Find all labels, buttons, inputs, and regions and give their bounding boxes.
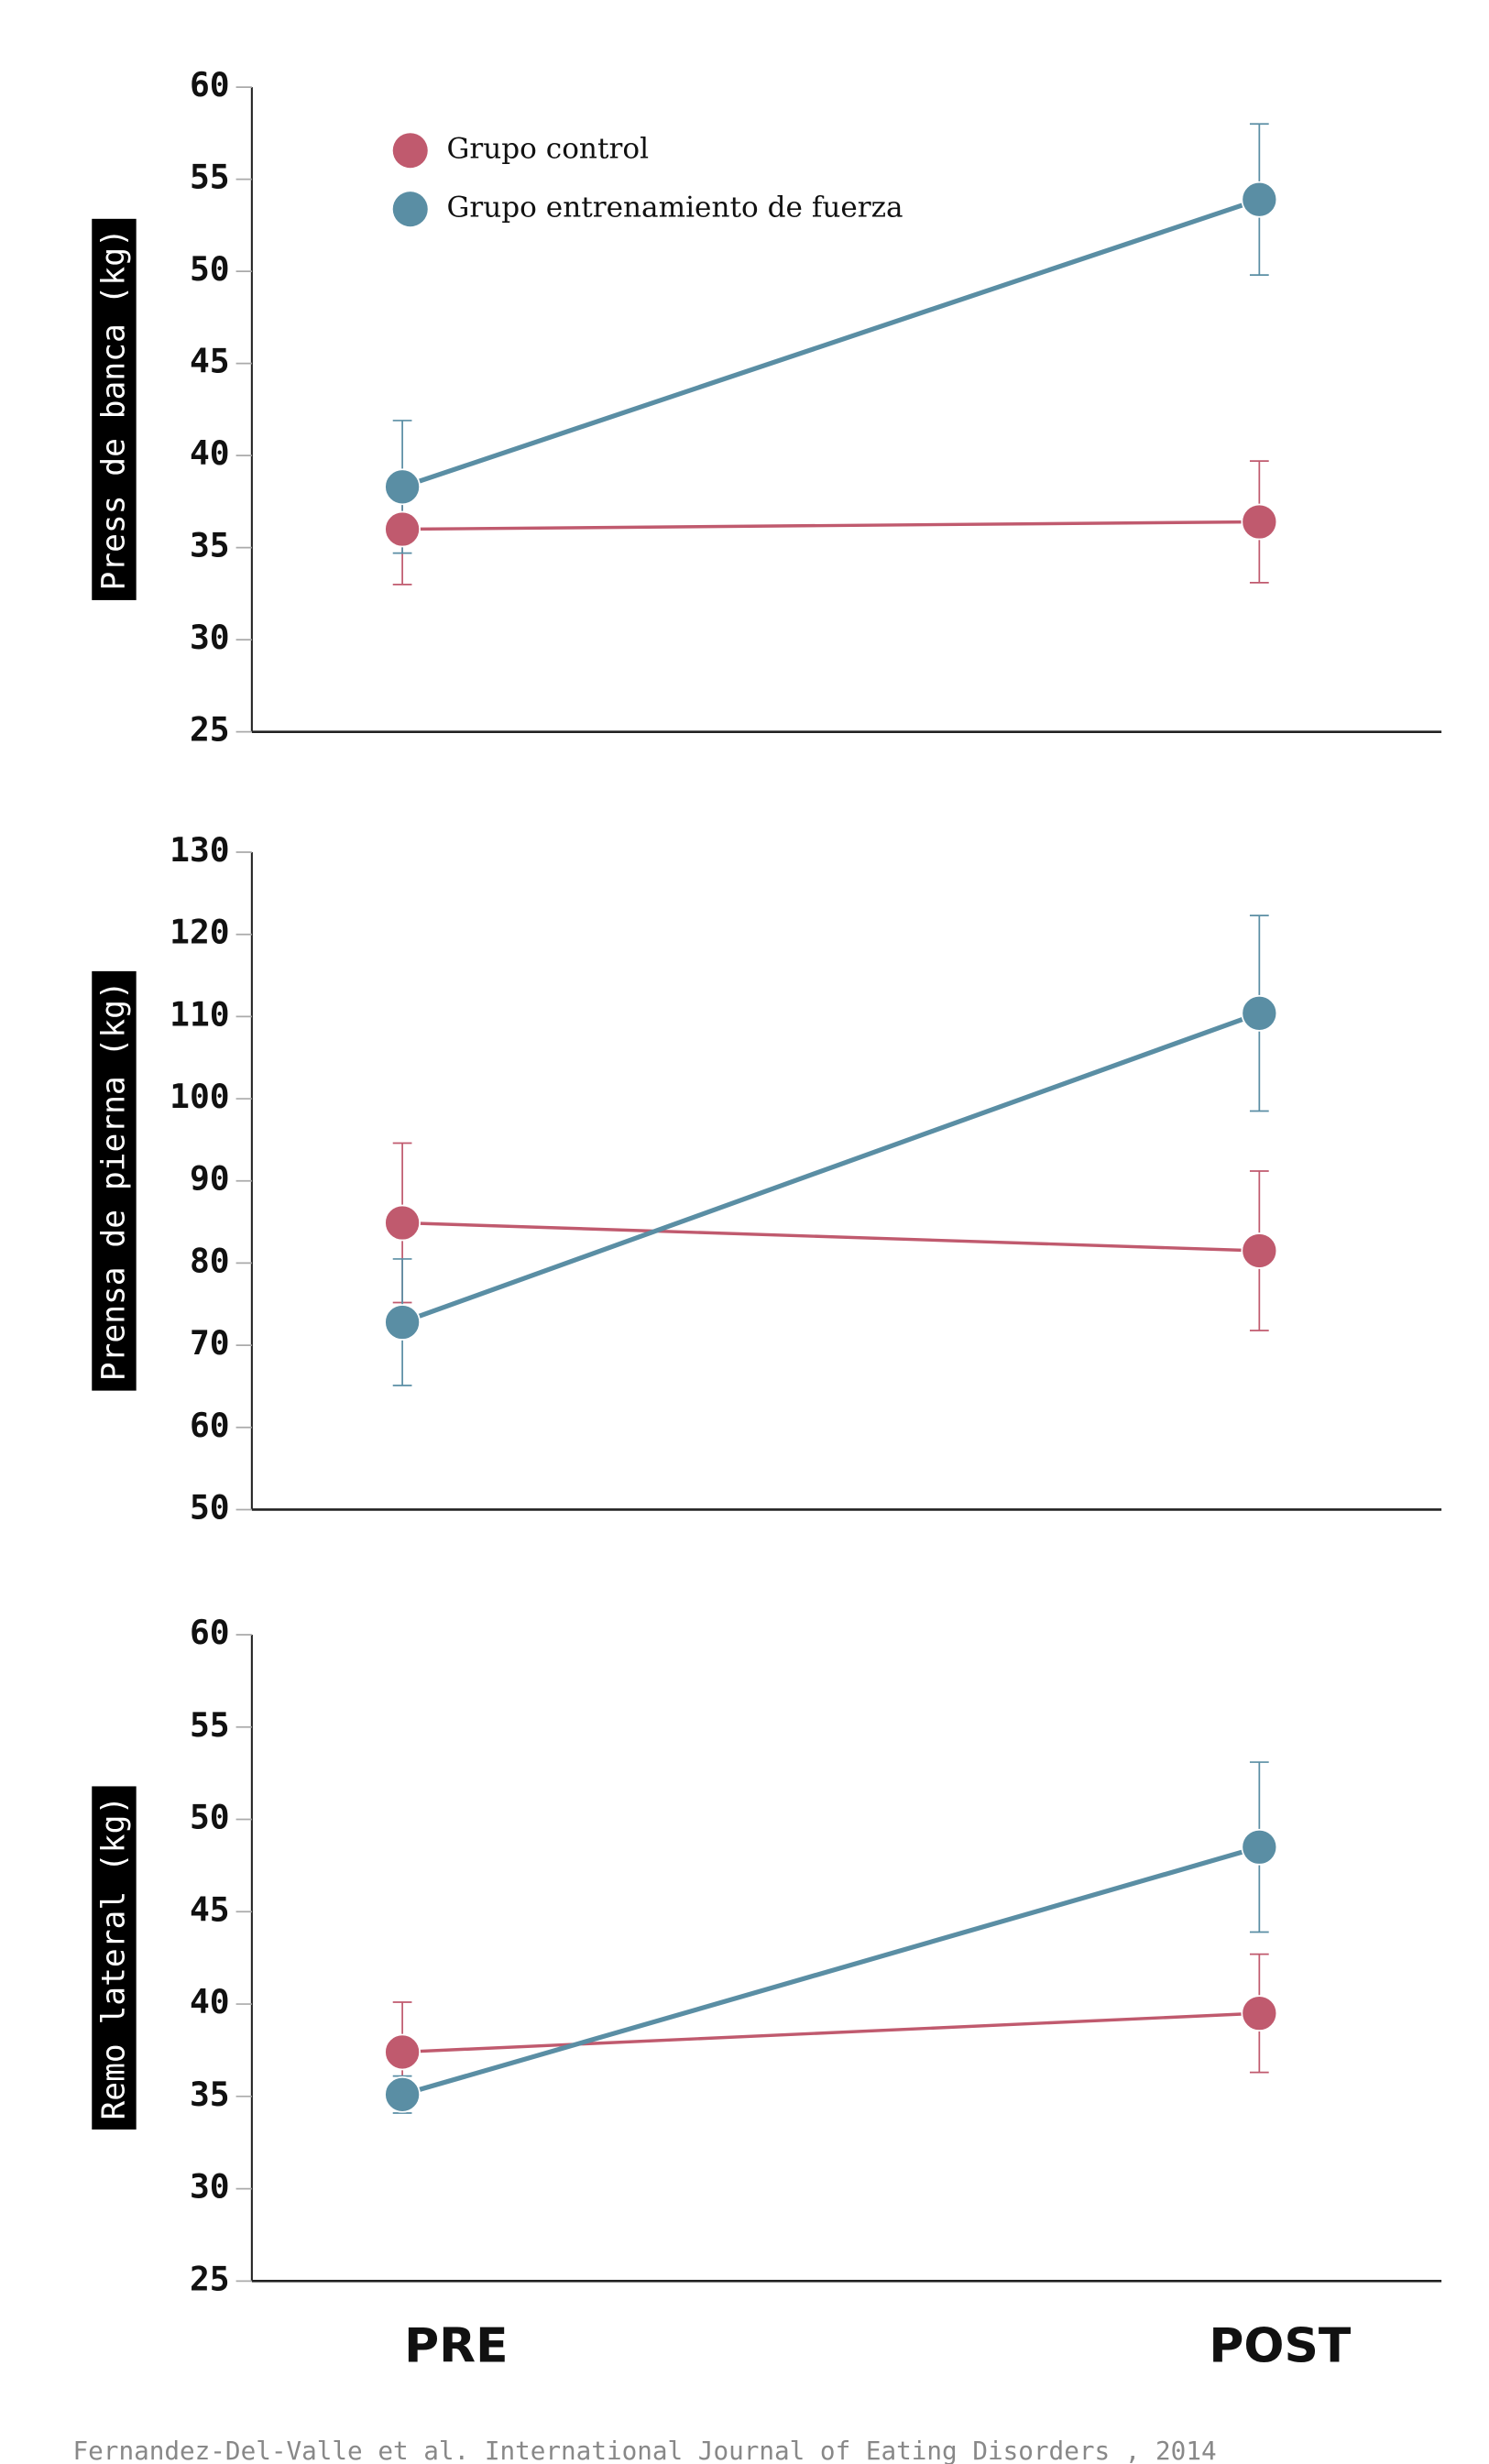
y-tick-label: 45 (190, 1889, 230, 1929)
y-tick-label: 110 (170, 994, 230, 1034)
series-line (402, 2011, 1260, 2054)
y-tick-label: 120 (170, 913, 230, 952)
y-tick-label: 40 (190, 433, 230, 473)
x-tick-label: POST (1209, 2319, 1351, 2374)
y-tick-label: 30 (190, 618, 230, 657)
marker (1241, 1995, 1278, 2032)
y-tick-label: 70 (190, 1323, 230, 1363)
series-line (401, 1845, 1261, 2097)
y-label-box (92, 970, 137, 1391)
y-tick-label: 25 (190, 2259, 230, 2298)
marker (1241, 181, 1278, 218)
series-line (401, 197, 1261, 489)
y-tick-label: 35 (190, 2075, 230, 2114)
marker (1241, 1828, 1278, 1866)
y-label-box (92, 218, 137, 600)
y-label-group: Remo lateral (kg) (92, 1786, 137, 2130)
legend-marker (392, 133, 428, 169)
y-label: Remo lateral (kg) (96, 1796, 133, 2120)
series-line (402, 1221, 1260, 1253)
marker (384, 1204, 421, 1242)
marker (1241, 1232, 1278, 1269)
y-tick-label: 25 (190, 710, 230, 750)
y-tick-label: 80 (190, 1241, 230, 1280)
y-tick-label: 45 (190, 342, 230, 381)
y-tick-label: 50 (190, 1798, 230, 1837)
marker (384, 1304, 421, 1341)
source: Fernandez-Del-Valle et al. International… (73, 2436, 1217, 2464)
y-label: Press de banca (kg) (96, 228, 133, 590)
y-label-group: Press de banca (kg) (92, 218, 137, 600)
y-tick-label: 60 (190, 65, 230, 104)
y-tick-label: 55 (190, 158, 230, 197)
y-tick-label: 35 (190, 526, 230, 565)
y-tick-label: 90 (190, 1159, 230, 1199)
marker (384, 468, 421, 506)
y-label-group: Prensa de pierna (kg) (92, 970, 137, 1391)
y-tick-label: 50 (190, 1487, 230, 1527)
y-tick-label: 100 (170, 1077, 230, 1116)
marker (384, 510, 421, 548)
y-tick-label: 40 (190, 1982, 230, 2021)
y-tick-label: 30 (190, 2167, 230, 2207)
y-tick-label: 60 (190, 1613, 230, 1652)
marker (1241, 503, 1278, 541)
legend-label: Grupo control (447, 133, 650, 166)
legend-marker (392, 192, 428, 227)
series-line (402, 520, 1260, 531)
y-tick-label: 60 (190, 1406, 230, 1445)
marker (1241, 994, 1278, 1032)
marker (384, 2033, 421, 2071)
y-tick-label: 55 (190, 1705, 230, 1745)
y-tick-label: 50 (190, 249, 230, 289)
legend-label: Grupo entrenamiento de fuerza (447, 192, 903, 224)
y-tick-label: 130 (170, 830, 230, 870)
y-label: Prensa de pierna (kg) (96, 980, 133, 1381)
marker (384, 2075, 421, 2113)
y-label-box (92, 1786, 137, 2130)
series-line (401, 1011, 1261, 1325)
x-tick-label: PRE (404, 2319, 508, 2374)
